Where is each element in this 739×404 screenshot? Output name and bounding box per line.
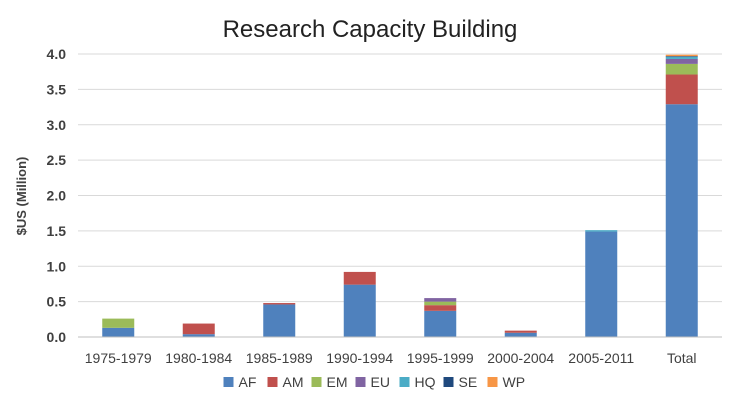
bar-segment-em	[665, 63, 698, 75]
legend-swatch-em	[311, 377, 322, 387]
bar-segment-hq	[585, 230, 618, 232]
legend-swatch-se	[443, 377, 454, 387]
bars	[102, 54, 698, 337]
bar-segment-eu	[424, 298, 457, 302]
bar-segment-af	[102, 327, 135, 337]
bar-segment-af	[585, 231, 618, 337]
y-tick-label: 4.0	[47, 46, 67, 62]
y-tick-label: 2.5	[47, 152, 67, 168]
legend-label-wp: WP	[503, 374, 526, 390]
x-tick-label: 1985-1989	[246, 350, 313, 366]
legend-label-hq: HQ	[415, 374, 436, 390]
y-tick-label: 0.5	[47, 294, 67, 310]
bar-segment-em	[102, 318, 135, 328]
bar-segment-af	[343, 284, 376, 337]
bar-segment-wp	[665, 54, 698, 57]
legend: AF AM EM EU HQ SE WP	[223, 374, 526, 390]
legend-swatch-wp	[487, 377, 498, 387]
bar-segment-se	[665, 56, 698, 57]
legend-swatch-am	[267, 377, 278, 387]
bar-segment-am	[182, 323, 215, 335]
bar-segment-af	[504, 332, 537, 337]
x-tick-labels: 1975-1979 1980-1984 1985-1989 1990-1994 1995…	[85, 350, 697, 366]
y-tick-label: 0.0	[47, 329, 67, 345]
legend-label-em: EM	[327, 374, 348, 390]
grid-lines	[78, 53, 722, 303]
bar-segment-am	[424, 305, 457, 311]
y-tick-label: 1.5	[47, 223, 67, 239]
x-tick-label: 2005-2011	[568, 350, 634, 366]
bar-segment-af	[263, 304, 296, 337]
legend-label-af: AF	[239, 374, 257, 390]
y-tick-label: 2.0	[47, 188, 67, 204]
x-tick-label: 1980-1984	[165, 350, 232, 366]
legend-label-se: SE	[459, 374, 478, 390]
legend-label-eu: EU	[371, 374, 390, 390]
legend-swatch-af	[223, 377, 234, 387]
bar-segment-am	[343, 271, 376, 285]
y-tick-label: 3.0	[47, 117, 67, 133]
chart-title: Research Capacity Building	[223, 16, 518, 43]
bar-segment-em	[424, 301, 457, 306]
x-tick-label: 1990-1994	[326, 350, 393, 366]
x-tick-label: Total	[667, 350, 697, 366]
bar-segment-af	[182, 334, 215, 337]
x-tick-label: 1995-1999	[407, 350, 474, 366]
bar-segment-am	[665, 74, 698, 105]
bar-segment-am	[263, 303, 296, 305]
y-tick-label: 1.0	[47, 258, 67, 274]
legend-swatch-eu	[355, 377, 366, 387]
y-tick-label: 3.5	[47, 81, 67, 97]
legend-swatch-hq	[399, 377, 410, 387]
bar-segment-af	[665, 104, 698, 337]
y-axis-label: $US (Million)	[14, 157, 29, 236]
legend-label-am: AM	[283, 374, 304, 390]
bar-segment-am	[504, 330, 537, 333]
x-tick-label: 2000-2004	[487, 350, 554, 366]
bar-segment-eu	[665, 58, 698, 64]
bar-segment-af	[424, 310, 457, 337]
y-tick-labels: 0.0 0.5 1.0 1.5 2.0 2.5 3.0 3.5 4.0	[47, 46, 67, 345]
bar-segment-hq	[665, 56, 698, 59]
x-tick-label: 1975-1979	[85, 350, 152, 366]
